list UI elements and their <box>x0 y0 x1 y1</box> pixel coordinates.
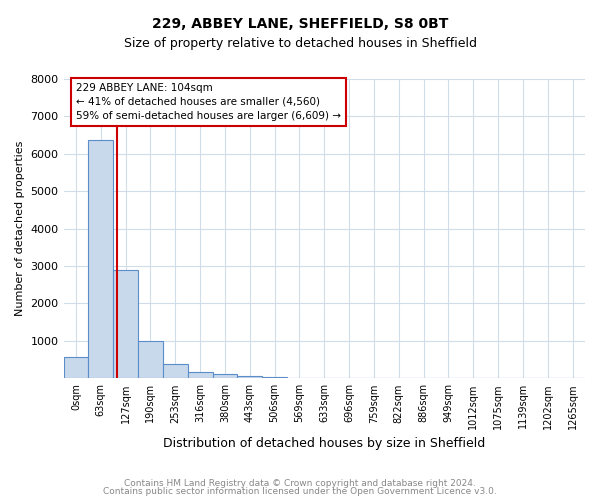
Bar <box>64 356 88 378</box>
Bar <box>212 374 238 378</box>
Bar <box>138 341 163 378</box>
Text: Size of property relative to detached houses in Sheffield: Size of property relative to detached ho… <box>124 38 476 51</box>
Bar <box>113 270 138 378</box>
Text: 229, ABBEY LANE, SHEFFIELD, S8 0BT: 229, ABBEY LANE, SHEFFIELD, S8 0BT <box>152 18 448 32</box>
Text: Contains HM Land Registry data © Crown copyright and database right 2024.: Contains HM Land Registry data © Crown c… <box>124 478 476 488</box>
Bar <box>188 372 212 378</box>
X-axis label: Distribution of detached houses by size in Sheffield: Distribution of detached houses by size … <box>163 437 485 450</box>
Text: 229 ABBEY LANE: 104sqm
← 41% of detached houses are smaller (4,560)
59% of semi-: 229 ABBEY LANE: 104sqm ← 41% of detached… <box>76 82 341 120</box>
Bar <box>88 140 113 378</box>
Bar <box>163 364 188 378</box>
Bar <box>262 376 287 378</box>
Text: Contains public sector information licensed under the Open Government Licence v3: Contains public sector information licen… <box>103 487 497 496</box>
Y-axis label: Number of detached properties: Number of detached properties <box>15 141 25 316</box>
Bar <box>238 376 262 378</box>
